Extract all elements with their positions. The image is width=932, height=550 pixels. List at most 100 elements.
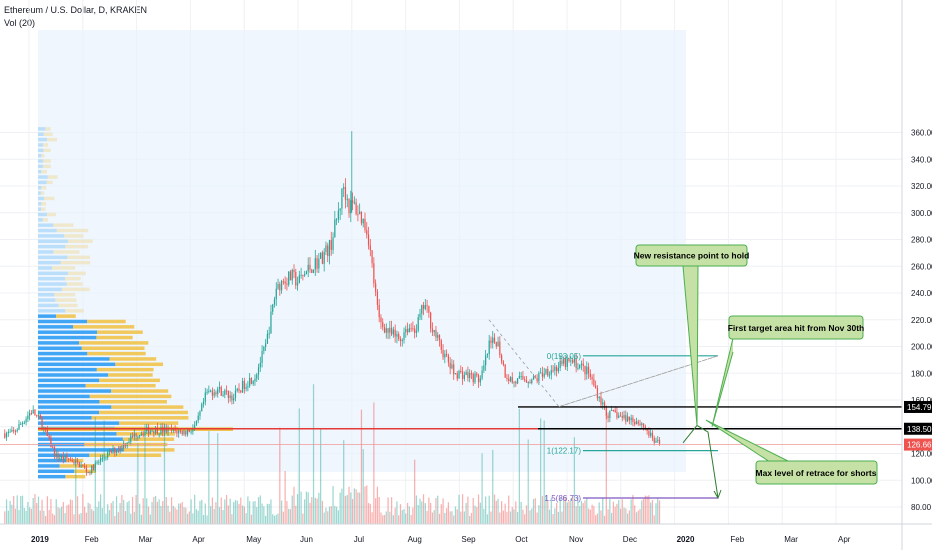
y-tick-label: 280.00 <box>911 236 932 245</box>
candle-body <box>437 335 439 338</box>
candle-body <box>227 390 229 398</box>
candle-body <box>403 332 405 340</box>
profile-bar <box>38 383 86 388</box>
volume-bar <box>179 503 182 524</box>
candle-body <box>531 379 533 383</box>
candle-body <box>99 458 102 462</box>
candle-body <box>154 427 157 434</box>
profile-bar <box>96 335 133 340</box>
price-axis[interactable]: 80.00100.00120.00140.00160.00180.00200.0… <box>901 0 932 550</box>
candle-body <box>50 437 52 448</box>
volume-bar <box>401 510 403 524</box>
volume-bar <box>421 501 423 524</box>
volume-bar <box>485 496 487 524</box>
volume-bar <box>534 498 536 524</box>
profile-bar <box>38 351 88 356</box>
volume-bar <box>280 500 283 524</box>
profile-bar <box>38 303 59 308</box>
candle-body <box>348 199 350 214</box>
candle-body <box>68 458 70 460</box>
candle-body <box>430 312 432 329</box>
volume-bar <box>190 499 192 524</box>
volume-bar <box>149 514 151 524</box>
profile-bar <box>73 325 135 329</box>
volume-bar <box>586 497 588 524</box>
candle-body <box>600 396 602 405</box>
profile-bar <box>42 164 51 169</box>
session-shade <box>38 30 686 472</box>
volume-bar <box>5 499 8 524</box>
candle-body <box>98 461 100 463</box>
volume-bar <box>548 509 551 524</box>
candle-body <box>541 372 544 377</box>
volume-bar <box>500 501 503 524</box>
volume-bar <box>626 513 629 524</box>
candle-body <box>73 461 75 464</box>
profile-bar <box>38 389 112 393</box>
volume-bar <box>602 497 604 524</box>
candle-body <box>69 459 72 461</box>
candle-body <box>424 305 426 309</box>
candle-body <box>144 431 146 436</box>
volume-bar <box>277 513 279 524</box>
profile-bar <box>38 314 56 318</box>
volume-bar <box>587 508 590 524</box>
volume-bar <box>362 449 364 524</box>
candle-body <box>619 415 622 417</box>
volume-bar <box>469 515 471 524</box>
profile-bar <box>38 367 97 372</box>
candle-body <box>454 373 457 375</box>
profile-bar <box>65 244 89 249</box>
volume-bar <box>556 502 558 524</box>
candle-body <box>288 271 290 285</box>
candle-body <box>302 274 304 276</box>
profile-bar <box>38 191 41 195</box>
volume-bar <box>85 512 88 524</box>
time-axis[interactable]: 2019 Feb Mar Apr May Jun Jul Aug Sep Oct Nov Dec 202… <box>0 523 932 544</box>
volume-bar <box>550 498 552 524</box>
profile-bar <box>38 143 43 147</box>
candle-body <box>571 360 574 363</box>
volume-bar <box>607 509 609 524</box>
volume-bar <box>160 505 162 524</box>
candle-body <box>589 373 591 377</box>
candle-body <box>59 457 61 459</box>
volume-bar <box>369 503 371 524</box>
candle-body <box>275 288 277 300</box>
profile-bar <box>66 282 83 286</box>
volume-bar <box>188 511 190 524</box>
volume-bar <box>50 499 52 524</box>
callouts: New resistance point to hold First target… <box>634 244 878 485</box>
candle-body <box>220 387 222 396</box>
candle-body <box>266 333 269 344</box>
volume-bar <box>105 513 107 524</box>
volume-bar <box>23 507 25 524</box>
volume-bar <box>623 507 625 524</box>
candle-body <box>75 460 77 464</box>
candle-body <box>634 421 636 425</box>
profile-bar <box>38 186 42 190</box>
profile-bar <box>53 223 74 227</box>
volume-bar <box>563 495 565 524</box>
profile-bar <box>38 164 43 169</box>
candle-body <box>137 436 139 438</box>
candle-body <box>444 353 446 358</box>
volume-bar <box>508 495 510 524</box>
candle-body <box>508 378 510 382</box>
volume-bar <box>380 512 382 524</box>
profile-bar <box>61 287 90 292</box>
x-tick-label: Mar <box>139 535 153 544</box>
candle-body <box>27 415 29 419</box>
volume-bar <box>213 509 215 524</box>
profile-bar <box>89 453 162 457</box>
volume-bar <box>227 505 229 524</box>
profile-bar <box>65 276 81 281</box>
candle-body <box>259 362 261 368</box>
candle-body <box>488 340 490 354</box>
volume-bar <box>124 511 127 524</box>
candle-body <box>66 455 68 459</box>
volume-bar <box>60 506 63 524</box>
candle-body <box>254 378 256 382</box>
candle-body <box>586 366 588 375</box>
